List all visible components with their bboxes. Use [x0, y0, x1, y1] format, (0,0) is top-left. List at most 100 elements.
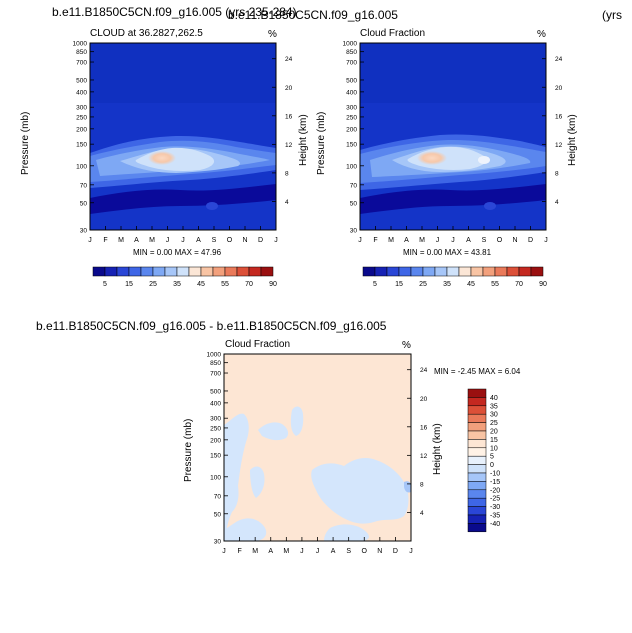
- pressure-tick-label: 700: [210, 371, 221, 378]
- pressure-tick-label: 100: [76, 163, 87, 170]
- colorbar-swatch: [506, 266, 520, 277]
- month-tick-label: D: [258, 237, 263, 244]
- month-tick-label: D: [393, 548, 398, 555]
- pressure-tick-label: 50: [350, 200, 358, 207]
- colorbar-swatch: [470, 266, 484, 277]
- month-tick-label: J: [88, 237, 92, 244]
- colorbar-label: 5: [373, 281, 377, 288]
- colorbar-label: 20: [490, 429, 498, 436]
- month-tick-label: J: [274, 237, 278, 244]
- pressure-tick-label: 1000: [73, 41, 88, 48]
- colorbar-swatch: [467, 430, 487, 440]
- case-title-right: b.e11.B1850C5CN.f09_g16.005: [228, 8, 398, 22]
- colorbar-swatch: [467, 464, 487, 474]
- pressure-tick-label: 1000: [343, 41, 358, 48]
- pressure-tick-label: 850: [346, 49, 357, 56]
- colorbar-swatch: [362, 266, 376, 277]
- pressure-tick-label: 70: [80, 182, 88, 189]
- pressure-tick-label: 300: [210, 416, 221, 423]
- month-tick-label: N: [512, 237, 517, 244]
- month-tick-label: J: [181, 237, 185, 244]
- diff-heatmap: [224, 354, 411, 541]
- colorbar-label: -15: [490, 479, 500, 486]
- pressure-tick-label: 300: [346, 105, 357, 112]
- left-panel-title: CLOUD at 36.2827,262.5: [90, 28, 203, 39]
- diff-panel-unit: %: [402, 340, 411, 351]
- colorbar-right: 5 15 25 35 45 55 70 90: [362, 266, 547, 288]
- colorbar-label: 5: [103, 281, 107, 288]
- month-tick-label: M: [252, 548, 258, 555]
- month-tick-label: N: [377, 548, 382, 555]
- diff-ylabel: Pressure (mb): [183, 418, 194, 482]
- pressure-tick-label: 500: [346, 77, 357, 84]
- month-tick-label: A: [268, 548, 273, 555]
- height-tick-label: 12: [555, 142, 563, 149]
- pressure-tick-label: 850: [210, 360, 221, 367]
- month-tick-label: J: [358, 237, 362, 244]
- colorbar-label: 25: [149, 281, 157, 288]
- colorbar-label: 45: [467, 281, 475, 288]
- colorbar-label: 35: [173, 281, 181, 288]
- colorbar-swatch: [467, 489, 487, 499]
- right-panel-unit: %: [537, 29, 546, 40]
- month-tick-label: M: [419, 237, 425, 244]
- pressure-tick-label: 30: [350, 228, 358, 235]
- pressure-tick-label: 150: [210, 453, 221, 460]
- pressure-tick-label: 150: [76, 142, 87, 149]
- colorbar-swatch: [128, 266, 142, 277]
- colorbar-swatch: [92, 266, 106, 277]
- pressure-tick-label: 500: [210, 388, 221, 395]
- colorbar-label: 25: [490, 420, 498, 427]
- left-y2label: Height (km): [298, 114, 309, 166]
- height-tick-label: 24: [555, 56, 563, 63]
- colorbar-label: 35: [490, 403, 498, 410]
- month-tick-label: F: [237, 548, 241, 555]
- month-tick-label: M: [283, 548, 289, 555]
- month-tick-label: J: [409, 548, 413, 555]
- colorbar-label: 15: [395, 281, 403, 288]
- colorbar-swatch: [140, 266, 154, 277]
- colorbar-swatch: [467, 472, 487, 482]
- colorbar-swatch: [152, 266, 166, 277]
- height-tick-label: 16: [285, 113, 293, 120]
- month-tick-label: M: [149, 237, 155, 244]
- colorbar-label: 30: [490, 412, 498, 419]
- month-tick-label: N: [242, 237, 247, 244]
- height-tick-label: 12: [420, 453, 428, 460]
- height-tick-label: 4: [555, 199, 559, 206]
- month-tick-label: J: [166, 237, 170, 244]
- colorbar-swatch: [446, 266, 460, 277]
- colorbar-label: 35: [443, 281, 451, 288]
- month-tick-label: D: [528, 237, 533, 244]
- left-minmax: MIN = 0.00 MAX = 47.96: [133, 248, 222, 257]
- month-tick-label: F: [103, 237, 107, 244]
- colorbar-swatch: [410, 266, 424, 277]
- height-tick-label: 4: [285, 199, 289, 206]
- month-tick-label: S: [212, 237, 217, 244]
- colorbar-label: 40: [490, 395, 498, 402]
- colorbar-swatch: [386, 266, 400, 277]
- month-tick-label: J: [544, 237, 548, 244]
- colorbar-label: 10: [490, 445, 498, 452]
- colorbar-label: 55: [491, 281, 499, 288]
- colorbar-swatch: [467, 506, 487, 516]
- colorbar-label: -25: [490, 496, 500, 503]
- height-tick-label: 8: [555, 170, 559, 177]
- colorbar-swatch: [398, 266, 412, 277]
- colorbar-swatch: [176, 266, 190, 277]
- colorbar-label: -35: [490, 513, 500, 520]
- colorbar-swatch: [494, 266, 508, 277]
- case-title-right-suffix: (yrs: [602, 8, 622, 22]
- colorbar-swatch: [467, 523, 487, 533]
- colorbar-label: -10: [490, 471, 500, 478]
- right-ylabel: Pressure (mb): [316, 111, 327, 175]
- pressure-tick-label: 1000: [207, 352, 222, 359]
- colorbar-label: 90: [539, 281, 547, 288]
- pressure-tick-label: 400: [346, 89, 357, 96]
- month-tick-label: A: [331, 548, 336, 555]
- height-tick-label: 16: [420, 424, 428, 431]
- pressure-tick-label: 100: [346, 163, 357, 170]
- month-tick-label: M: [388, 237, 394, 244]
- colorbar-label: 70: [515, 281, 523, 288]
